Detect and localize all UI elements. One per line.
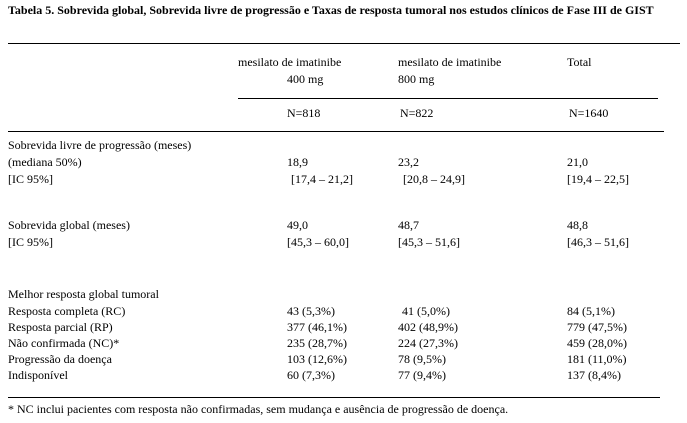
response-rc-label: Resposta completa (RC) [8, 304, 126, 318]
n-400mg: N=818 [287, 106, 321, 120]
response-pd-800mg: 78 (9,5%) [398, 352, 446, 366]
os-ci-label: [IC 95%] [8, 235, 53, 249]
pfs-ci-label: [IC 95%] [8, 172, 53, 186]
col-header-800mg-line2: 800 mg [398, 72, 435, 86]
col-header-total: Total [567, 55, 592, 69]
n-total: N=1640 [569, 106, 609, 120]
response-pd-total: 181 (11,0%) [567, 352, 627, 366]
response-rc-total: 84 (5,1%) [567, 304, 615, 318]
os-ci-800mg: [45,3 – 51,6] [398, 235, 460, 249]
response-nc-400mg: 235 (28,7%) [287, 336, 347, 350]
response-rp-400mg: 377 (46,1%) [287, 320, 347, 334]
response-nc-label: Não confirmada (NC)* [8, 336, 120, 350]
pfs-ci-400mg: [17,4 – 21,2] [291, 172, 353, 186]
col-header-800mg-line1: mesilato de imatinibe [398, 55, 502, 69]
os-400mg: 49,0 [287, 218, 308, 232]
n-rule [8, 131, 664, 132]
os-ci-400mg: [45,3 – 60,0] [287, 235, 349, 249]
response-heading: Melhor resposta global tumoral [8, 287, 159, 301]
response-na-400mg: 60 (7,3%) [287, 368, 335, 382]
col-header-400mg-line1: mesilato de imatinibe [238, 55, 342, 69]
pfs-heading: Sobrevida livre de progressão (meses) [8, 138, 192, 152]
bottom-rule [8, 397, 660, 398]
response-nc-800mg: 224 (27,3%) [398, 336, 458, 350]
footnote: * NC inclui pacientes com resposta não c… [8, 402, 509, 416]
pfs-ci-total: [19,4 – 22,5] [567, 172, 629, 186]
table-title: Tabela 5. Sobrevida global, Sobrevida li… [8, 3, 654, 17]
response-na-label: Indisponível [8, 368, 68, 382]
os-total: 48,8 [567, 218, 588, 232]
response-rc-800mg: 41 (5,0%) [402, 304, 450, 318]
response-nc-total: 459 (28,0%) [567, 336, 627, 350]
response-rc-400mg: 43 (5,3%) [287, 304, 335, 318]
pfs-median-400mg: 18,9 [287, 155, 308, 169]
response-rp-800mg: 402 (48,9%) [398, 320, 458, 334]
header-rule [238, 98, 658, 99]
response-pd-400mg: 103 (12,6%) [287, 352, 347, 366]
os-800mg: 48,7 [398, 218, 419, 232]
n-800mg: N=822 [400, 106, 434, 120]
response-rp-total: 779 (47,5%) [567, 320, 627, 334]
os-label: Sobrevida global (meses) [8, 218, 130, 232]
col-header-400mg-line2: 400 mg [287, 72, 324, 86]
pfs-median-total: 21,0 [567, 155, 588, 169]
response-na-total: 137 (8,4%) [567, 368, 621, 382]
top-rule [8, 43, 680, 44]
response-na-800mg: 77 (9,4%) [398, 368, 446, 382]
pfs-median-label: (mediana 50%) [8, 155, 82, 169]
response-rp-label: Resposta parcial (RP) [8, 320, 113, 334]
response-pd-label: Progressão da doença [8, 352, 112, 366]
pfs-median-800mg: 23,2 [398, 155, 419, 169]
pfs-ci-800mg: [20,8 – 24,9] [403, 172, 465, 186]
os-ci-total: [46,3 – 51,6] [567, 235, 629, 249]
